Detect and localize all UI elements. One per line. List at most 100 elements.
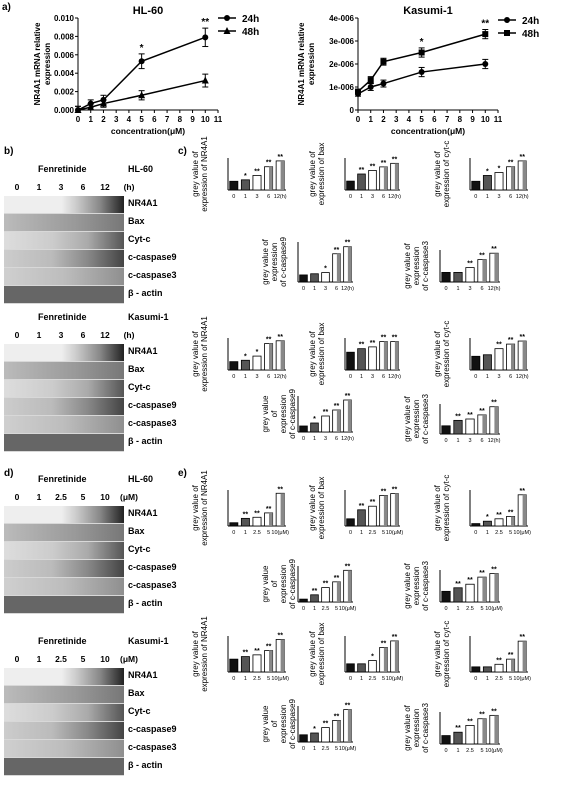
significance-mark: ** xyxy=(370,163,376,170)
y-axis-label: grey value of expression of cyt-c xyxy=(433,475,451,542)
x-axis-label: concentration(μM) xyxy=(111,126,185,136)
bar-shade xyxy=(482,718,487,744)
y-axis-label-line: expression of bax xyxy=(317,143,326,206)
significance-mark: * xyxy=(140,43,144,54)
blot-band-label: β - actin xyxy=(128,598,163,608)
bar xyxy=(310,594,319,603)
blot-band xyxy=(4,362,124,379)
significance-mark: ** xyxy=(479,712,485,719)
x-tick-label: 6 xyxy=(267,194,270,200)
significance-mark: ** xyxy=(496,342,502,349)
bar-shade xyxy=(522,160,527,190)
y-axis-label-line: expression xyxy=(412,400,421,439)
blot-cell-label: HL-60 xyxy=(128,474,154,484)
blot-band-label: c-caspase3 xyxy=(128,418,177,428)
blot-band xyxy=(4,344,124,361)
blot-band xyxy=(4,196,124,213)
significance-mark: ** xyxy=(254,648,260,655)
bar xyxy=(346,663,355,673)
bar-shade xyxy=(522,341,527,370)
x-tick-label: 5 xyxy=(382,530,385,536)
blot-unit-label: (μM) xyxy=(120,492,138,502)
significance-mark: ** xyxy=(481,19,489,30)
bar xyxy=(441,271,451,283)
bar xyxy=(453,271,463,283)
data-point xyxy=(202,34,209,41)
bar xyxy=(357,173,366,191)
bar xyxy=(357,348,366,371)
x-tick-label: 1 xyxy=(369,115,374,124)
bar-chart: 0 1 * 3 ** 6 ** 12(h) ** grey value of expression of… xyxy=(261,389,354,442)
y-axis-label-line: grey value of xyxy=(191,150,200,197)
blot-band xyxy=(4,524,124,541)
x-tick-label: 0 xyxy=(474,530,477,536)
y-axis-label: grey value of expression of c-caspase9 xyxy=(261,389,297,439)
data-point xyxy=(355,88,361,95)
bar xyxy=(379,341,388,371)
bar-chart: 0 1 3 ** 6 ** 12(h) ** grey value of expression o… xyxy=(433,321,529,388)
significance-mark: ** xyxy=(345,703,351,710)
panel-label-a: a) xyxy=(2,2,11,13)
bar xyxy=(482,175,492,191)
blot-unit-label: (μM) xyxy=(120,654,138,664)
bar xyxy=(494,348,504,371)
blot-drug-label: Fenretinide xyxy=(38,636,87,646)
x-tick-label: 1 xyxy=(313,746,316,752)
significance-mark: ** xyxy=(467,577,473,584)
x-tick-label: 1 xyxy=(456,438,459,444)
blot-band-label: NR4A1 xyxy=(128,198,158,208)
bar xyxy=(240,179,250,191)
bar xyxy=(343,569,352,603)
x-tick-label: 12(h) xyxy=(388,374,401,380)
data-point xyxy=(138,91,146,99)
significance-mark: ** xyxy=(508,652,514,659)
x-axis-label: concentration(μM) xyxy=(391,126,465,136)
bar xyxy=(517,340,527,371)
blot-lane-label: 6 xyxy=(80,330,86,340)
bar xyxy=(471,523,481,527)
significance-mark: ** xyxy=(381,640,387,647)
bar xyxy=(299,598,308,603)
y-axis-label-line: expression xyxy=(279,395,288,434)
bar-shade xyxy=(336,720,341,742)
y-axis-label-line: of xyxy=(270,580,279,587)
y-axis-label-line: expression xyxy=(270,243,279,282)
x-tick-label: 0 xyxy=(474,374,477,380)
x-tick-label: 3 xyxy=(497,194,500,200)
blot-lane-label: 12 xyxy=(100,182,110,192)
x-tick-label: 10(μM) xyxy=(271,676,289,682)
blot-drug-label: Fenretinide xyxy=(38,164,87,174)
significance-mark: ** xyxy=(381,488,387,495)
x-tick-label: 6 xyxy=(152,115,157,124)
blot-band xyxy=(4,416,124,433)
blot-band-label: Cyt-c xyxy=(128,544,151,554)
blot-lane-label: 10 xyxy=(100,654,110,664)
bar xyxy=(482,666,492,673)
bar xyxy=(229,361,239,371)
bar xyxy=(252,654,262,673)
x-tick-label: 1 xyxy=(486,530,489,536)
bar xyxy=(368,346,377,371)
significance-mark: * xyxy=(371,654,374,661)
y-tick-label: 0.010 xyxy=(54,14,75,23)
bar xyxy=(465,267,475,283)
blot-cell-label: HL-60 xyxy=(128,164,154,174)
y-tick-label: 0 xyxy=(350,106,355,115)
bar xyxy=(379,494,388,527)
x-tick-label: 3 xyxy=(255,374,258,380)
blot-unit-label: (h) xyxy=(123,182,135,192)
bar xyxy=(321,587,330,603)
significance-mark: * xyxy=(486,168,489,175)
bar xyxy=(441,425,451,435)
blot-cell-label: Kasumi-1 xyxy=(128,312,169,322)
y-axis-label-line: grey value xyxy=(261,395,270,432)
blot-band xyxy=(4,668,124,685)
y-axis-label-line: grey value of xyxy=(191,330,200,377)
significance-mark: ** xyxy=(277,334,283,341)
y-axis-label-line: of c-caspase9 xyxy=(288,699,297,749)
y-axis-label-line: grey value of xyxy=(308,330,317,377)
significance-mark: ** xyxy=(334,403,340,410)
x-tick-label: 10(μM) xyxy=(271,530,289,536)
bar xyxy=(441,590,451,603)
